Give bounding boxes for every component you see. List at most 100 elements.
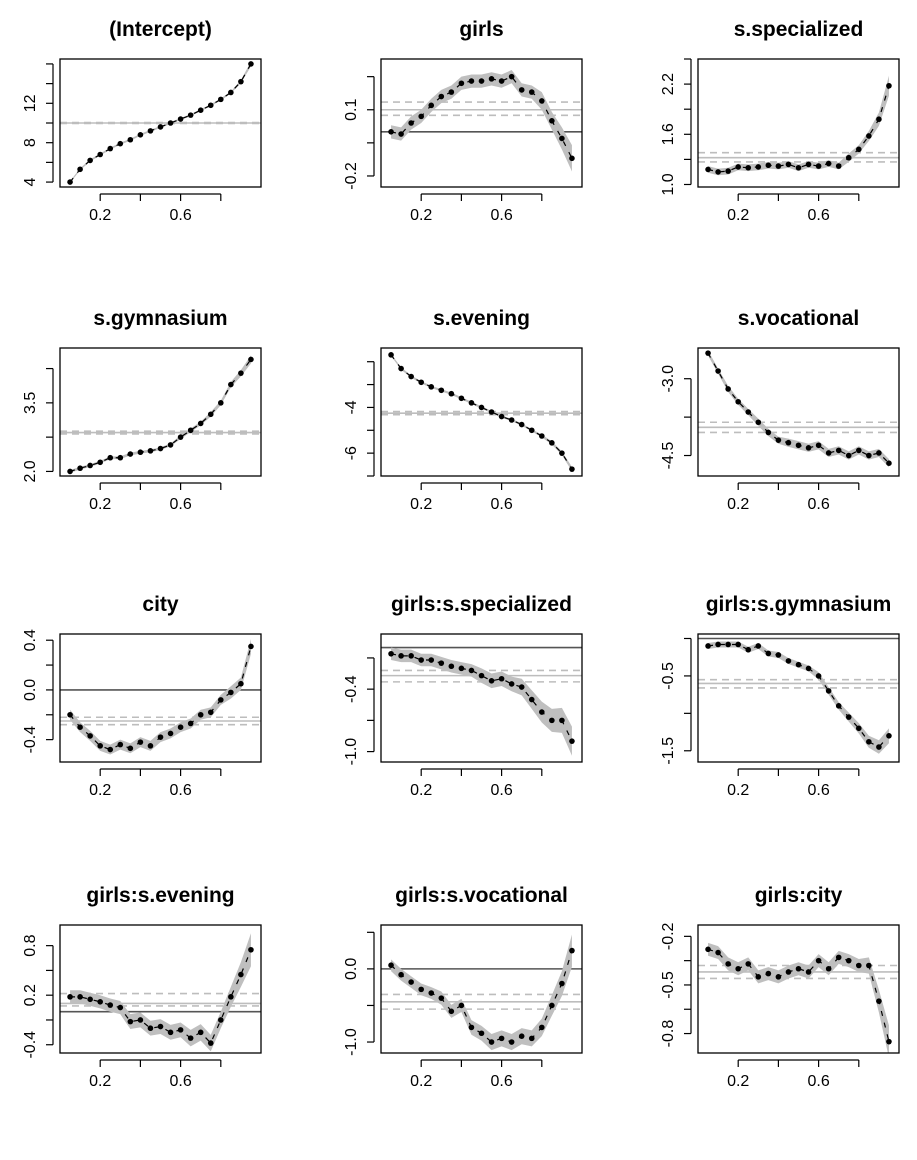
chart-svg: girls:s.gymnasium 0.2 0.6 -1.5 -0.5 [660,593,900,799]
y-tick-label: -0.5 [660,662,677,690]
plot-frame [59,347,262,477]
data-point [735,641,741,648]
chart-panel: s.gymnasium 0.2 0.6 2.0 3.5 [0,303,300,583]
data-point [775,437,782,443]
data-point [705,166,711,173]
data-point [77,994,83,1000]
data-point [785,161,792,168]
data-point [539,709,545,715]
data-point [549,717,555,724]
chart-panel: girls:s.evening 0.2 0.6 -0.4 0.2 0.8 [0,880,300,1160]
data-point [408,373,414,380]
data-point [458,665,465,672]
data-point [845,714,852,720]
data-point [825,688,832,694]
data-point [418,657,424,663]
data-point [508,417,515,423]
y-tick-label: 1.6 [660,123,677,145]
x-tick-label: 0.2 [410,782,432,799]
data-point [117,454,124,461]
chart-title: girls:s.vocational [395,884,568,907]
chart-title: girls:s.evening [86,884,234,907]
y-tick-label: 3.5 [22,392,39,414]
data-point [438,93,445,100]
data-point [117,140,124,147]
chart-title: girls:s.gymnasium [706,593,892,616]
data-point [107,454,114,461]
data-point [428,990,435,996]
chart-svg: s.specialized 0.2 0.6 1.0 1.6 2.2 [660,18,900,224]
data-point [765,162,772,169]
data-point [468,78,475,84]
y-tick-label: -0.4 [22,726,39,754]
y-tick-label: -4 [343,400,360,414]
x-tick-label: 0.6 [807,1073,829,1090]
confidence-band [70,355,251,473]
data-point [438,660,445,666]
chart-title: city [142,593,179,616]
data-point [468,667,475,674]
data-point [197,711,204,718]
data-point [408,979,414,985]
x-tick-label: 0.2 [727,782,749,799]
data-point [127,745,134,752]
x-tick-label: 0.6 [169,496,191,513]
data-point [177,724,184,731]
data-point [408,120,414,126]
data-point [238,370,244,376]
data-point [735,398,741,405]
data-point [187,720,194,727]
data-point [569,155,575,162]
data-point [157,445,164,452]
data-point [765,970,772,977]
data-point [468,1024,475,1031]
data-point [167,730,174,737]
data-point [815,673,822,679]
y-tick-label: 0.2 [22,984,39,1006]
data-point [815,442,822,449]
data-point [569,466,575,472]
data-point [97,999,103,1005]
data-point [448,89,455,95]
chart-title: s.evening [433,307,530,330]
plot-frame [380,58,583,188]
data-point [478,78,485,84]
data-point [539,433,545,439]
x-tick-label: 0.2 [89,1073,111,1090]
data-point [745,164,752,171]
data-point [408,653,414,659]
chart-svg: girls:city 0.2 0.6 -0.8 -0.5 -0.2 [660,884,900,1090]
y-tick-label: -6 [343,446,360,460]
data-point [785,969,792,975]
confidence-band [708,350,889,468]
data-point [886,1038,892,1045]
data-point [559,980,565,987]
confidence-band [708,75,889,176]
data-point [866,133,872,139]
y-tick-label: -0.2 [660,922,677,950]
data-point [856,962,862,969]
data-point [167,120,174,126]
chart-title: s.gymnasium [93,307,227,330]
chart-svg: s.evening 0.2 0.6 -6 -4 [343,307,583,513]
data-point [187,427,194,434]
data-point [569,738,575,744]
data-point [528,89,535,95]
data-point [67,994,73,1000]
plot-frame [380,347,583,477]
plot-frame [697,58,900,188]
data-point [805,665,812,672]
data-point [755,643,762,649]
data-point [218,697,224,703]
data-point [228,994,234,1000]
data-point [508,681,515,687]
chart-svg: girls 0.2 0.6 -0.2 0.1 [343,18,583,224]
data-point [187,1035,194,1041]
data-point [438,995,445,1001]
data-point [785,439,792,446]
data-point [97,151,103,158]
data-point [147,1025,154,1032]
data-point [77,465,83,472]
confidence-band [391,934,572,1051]
data-point [107,1002,114,1008]
